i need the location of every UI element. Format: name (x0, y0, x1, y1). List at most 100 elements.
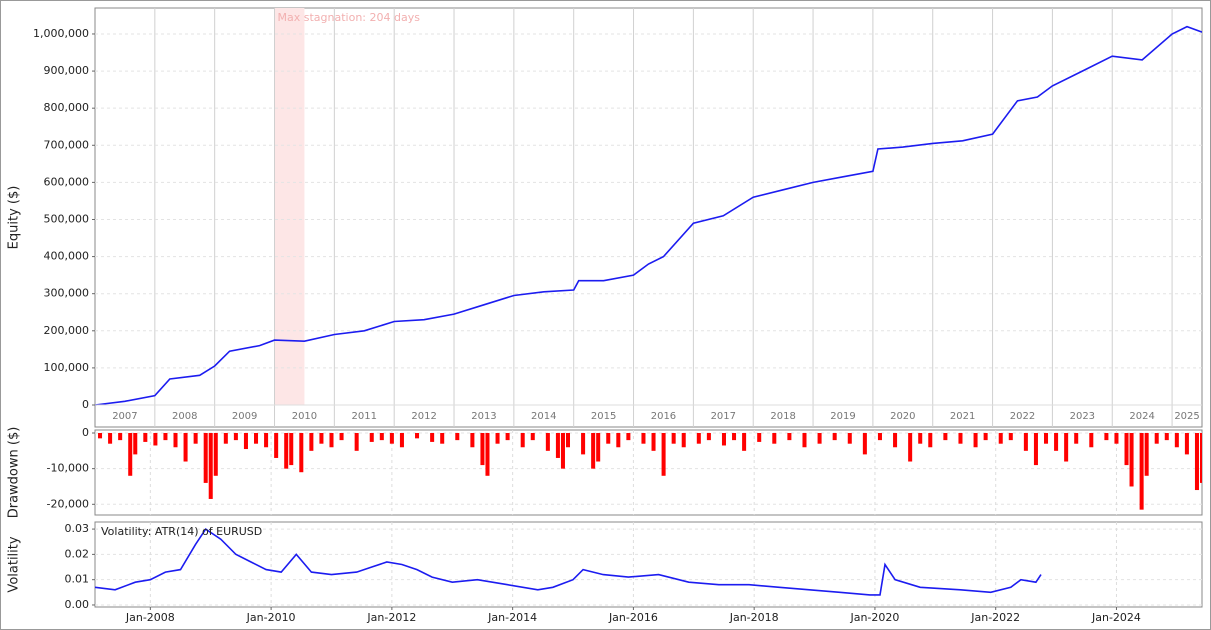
stagnation-band (274, 8, 305, 405)
drawdown-bar (369, 433, 374, 442)
drawdown-bar (329, 433, 334, 448)
drawdown-bar (243, 433, 248, 450)
drawdown-bar (787, 433, 792, 441)
y-tick-label: 0.00 (65, 598, 90, 611)
y-tick-label: 0.03 (65, 522, 90, 535)
drawdown-bar (1054, 433, 1059, 451)
drawdown-bar (616, 433, 621, 448)
x-tick-label: Jan-2022 (970, 611, 1020, 624)
year-label: 2012 (411, 411, 436, 422)
drawdown-bar (671, 433, 676, 444)
drawdown-bar (319, 433, 324, 444)
drawdown-bar (1124, 433, 1129, 466)
year-label: 2009 (232, 411, 257, 422)
y-tick-label: 400,000 (44, 250, 90, 263)
drawdown-bar (1033, 433, 1038, 466)
drawdown-bar (732, 433, 737, 441)
year-label: 2018 (770, 411, 795, 422)
year-label: 2023 (1070, 411, 1095, 422)
x-tick-label: Jan-2018 (729, 611, 779, 624)
drawdown-bar (721, 433, 726, 446)
drawdown-bar (1164, 433, 1169, 441)
y-tick-label: 200,000 (44, 324, 90, 337)
drawdown-bar (1023, 433, 1028, 451)
drawdown-bar (339, 433, 344, 441)
drawdown-bar (274, 433, 279, 458)
drawdown-bar (998, 433, 1003, 444)
drawdown-bar (530, 433, 535, 441)
plot-area (94, 429, 1203, 516)
drawdown-bar (133, 433, 138, 455)
drawdown-bar (173, 433, 178, 448)
year-label: 2022 (1010, 411, 1035, 422)
y-tick-label: 0 (82, 398, 89, 411)
annotation: Volatility: ATR(14) of EURUSD (101, 525, 262, 538)
drawdown-bar (606, 433, 611, 444)
drawdown-bar (505, 433, 510, 441)
drawdown-bar (289, 433, 294, 466)
drawdown-bar (1199, 433, 1202, 483)
y-tick-label: -20,000 (47, 497, 89, 510)
drawdown-bar (918, 433, 923, 444)
y-tick-label: 900,000 (44, 64, 90, 77)
drawdown-bar (118, 433, 123, 441)
drawdown-bar (495, 433, 500, 444)
drawdown-bar (183, 433, 188, 462)
drawdown-bar (128, 433, 133, 476)
drawdown-bar (596, 433, 601, 462)
drawdown-bar (470, 433, 475, 448)
drawdown-bar (893, 433, 898, 448)
drawdown-bar (1104, 433, 1109, 441)
drawdown-bar (847, 433, 852, 444)
y-axis-title: Drawdown ($) (7, 427, 22, 519)
y-tick-label: 1,000,000 (33, 27, 89, 40)
drawdown-bar (1044, 433, 1049, 444)
drawdown-bar (742, 433, 747, 451)
x-tick-label: Jan-2024 (1091, 611, 1141, 624)
drawdown-bar (379, 433, 384, 441)
drawdown-bar (1008, 433, 1013, 441)
drawdown-bar (973, 433, 978, 448)
drawdown-bar (545, 433, 550, 451)
y-tick-label: -10,000 (47, 462, 89, 475)
plot-layer (95, 430, 1202, 515)
year-label: 2016 (651, 411, 676, 422)
drawdown-bar (153, 433, 158, 446)
drawdown-bar (480, 433, 485, 466)
drawdown-bar (1114, 433, 1119, 444)
drawdown-bar (757, 433, 762, 442)
drawdown-bar (943, 433, 948, 441)
drawdown-bar (661, 433, 666, 476)
drawdown-bar (1064, 433, 1069, 462)
drawdown-bar (706, 433, 711, 441)
y-axis-title: Equity ($) (7, 186, 22, 250)
drawdown-bar (928, 433, 933, 448)
drawdown-bar (354, 433, 359, 451)
x-tick-label: Jan-2020 (849, 611, 899, 624)
year-label: 2024 (1129, 411, 1154, 422)
drawdown-bar (415, 433, 420, 439)
drawdown-bar (389, 433, 394, 444)
x-tick-label: Jan-2014 (487, 611, 537, 624)
year-label: 2020 (890, 411, 915, 422)
drawdown-bar (223, 433, 228, 444)
drawdown-bar (560, 433, 565, 469)
x-tick-label: Jan-2008 (125, 611, 175, 624)
drawdown-bar (520, 433, 525, 448)
drawdown-bar (696, 433, 701, 444)
drawdown-bar (203, 433, 208, 483)
year-label: 2025 (1174, 411, 1199, 422)
y-tick-label: 0.01 (65, 573, 90, 586)
drawdown-bar (565, 433, 571, 448)
drawdown-bar (1074, 433, 1079, 444)
drawdown-bar (264, 433, 269, 448)
drawdown-bar (591, 433, 596, 469)
drawdown-bar (299, 433, 304, 473)
year-label: 2011 (352, 411, 377, 422)
drawdown-bar (213, 433, 218, 476)
drawdown-bar (1184, 433, 1189, 455)
drawdown-bar (862, 433, 867, 455)
year-label: 2015 (591, 411, 616, 422)
drawdown-bar (802, 433, 807, 448)
